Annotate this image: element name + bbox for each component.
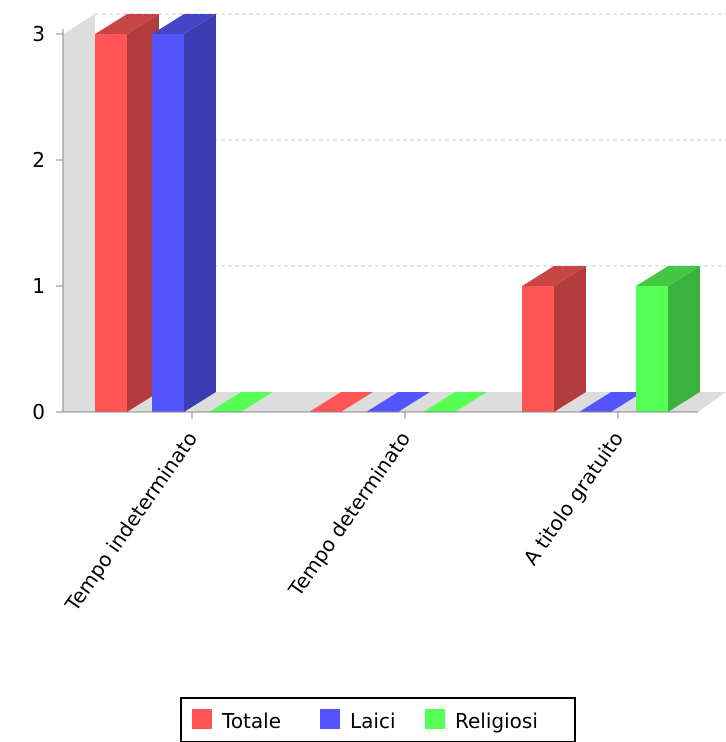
bar-flat [423, 392, 487, 412]
bar-top [522, 266, 586, 286]
bar-side [554, 266, 586, 412]
legend-swatch-religiosi [425, 709, 445, 729]
x-tick-label: A titolo gratuito [518, 427, 628, 569]
y-tick-label: 1 [32, 274, 45, 298]
x-tick-label: Tempo determinato [283, 427, 415, 601]
legend-swatch-totale [192, 709, 212, 729]
bar [423, 392, 487, 412]
x-tick-label: Tempo indeterminato [60, 427, 203, 616]
legend-label-laici: Laici [350, 709, 396, 733]
bar [309, 392, 373, 412]
bar-side [668, 266, 700, 412]
bar [522, 266, 586, 412]
legend-label-religiosi: Religiosi [455, 709, 538, 733]
bar-front [95, 34, 127, 412]
legend: Totale Laici Religiosi [180, 697, 576, 742]
bar [579, 392, 643, 412]
legend-box [180, 697, 576, 742]
bar-flat [209, 392, 273, 412]
bar-group [95, 14, 700, 412]
x-axis: Tempo indeterminato Tempo determinato A ti… [60, 411, 698, 616]
bar [152, 14, 216, 412]
legend-swatch-laici [320, 709, 340, 729]
side-wall [63, 14, 95, 412]
bar [636, 266, 700, 412]
y-tick-label: 2 [32, 148, 45, 172]
bar-top [95, 14, 159, 34]
y-tick-label: 3 [32, 22, 45, 46]
y-tick-label: 0 [32, 400, 45, 424]
bar [366, 392, 430, 412]
bar-side [184, 14, 216, 412]
bar-front [636, 286, 668, 412]
bar-top [636, 266, 700, 286]
bar-flat [309, 392, 373, 412]
bar-top [152, 14, 216, 34]
y-axis: 0 1 2 3 [32, 22, 64, 424]
bar-front [152, 34, 184, 412]
bar-front [522, 286, 554, 412]
bar-flat [366, 392, 430, 412]
bar [95, 14, 159, 412]
bar [209, 392, 273, 412]
bar-side [127, 14, 159, 412]
legend-label-totale: Totale [221, 709, 281, 733]
bar-flat [579, 392, 643, 412]
